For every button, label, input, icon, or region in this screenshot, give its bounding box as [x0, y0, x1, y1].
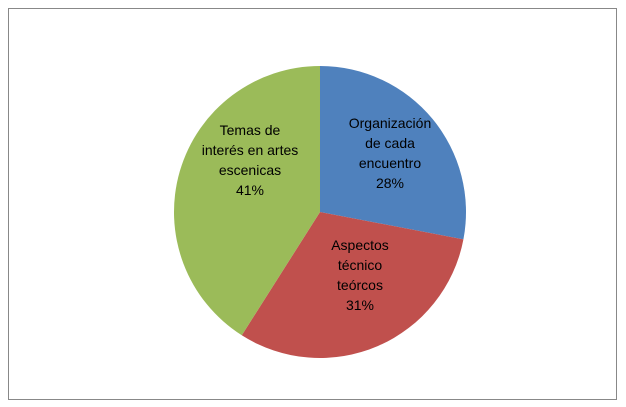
slice-label: Temas de interés en artes escenicas 41% — [200, 120, 300, 200]
value-label: 28% — [375, 175, 405, 191]
chart-frame — [8, 8, 617, 400]
slice-label: Aspectos técnico teórcos 31% — [315, 235, 405, 315]
slice-label: Organización de cada encuentro 28% — [345, 113, 435, 193]
category-name: Temas de interés en artes escenicas — [201, 122, 299, 178]
pie-slice — [320, 66, 466, 240]
category-name: Aspectos técnico teórcos — [331, 237, 389, 293]
category-name: Organización de cada encuentro — [348, 115, 432, 171]
pie-slice — [174, 66, 320, 336]
pie-slice — [241, 212, 464, 358]
value-label: 31% — [345, 297, 375, 313]
value-label: 41% — [235, 182, 265, 198]
